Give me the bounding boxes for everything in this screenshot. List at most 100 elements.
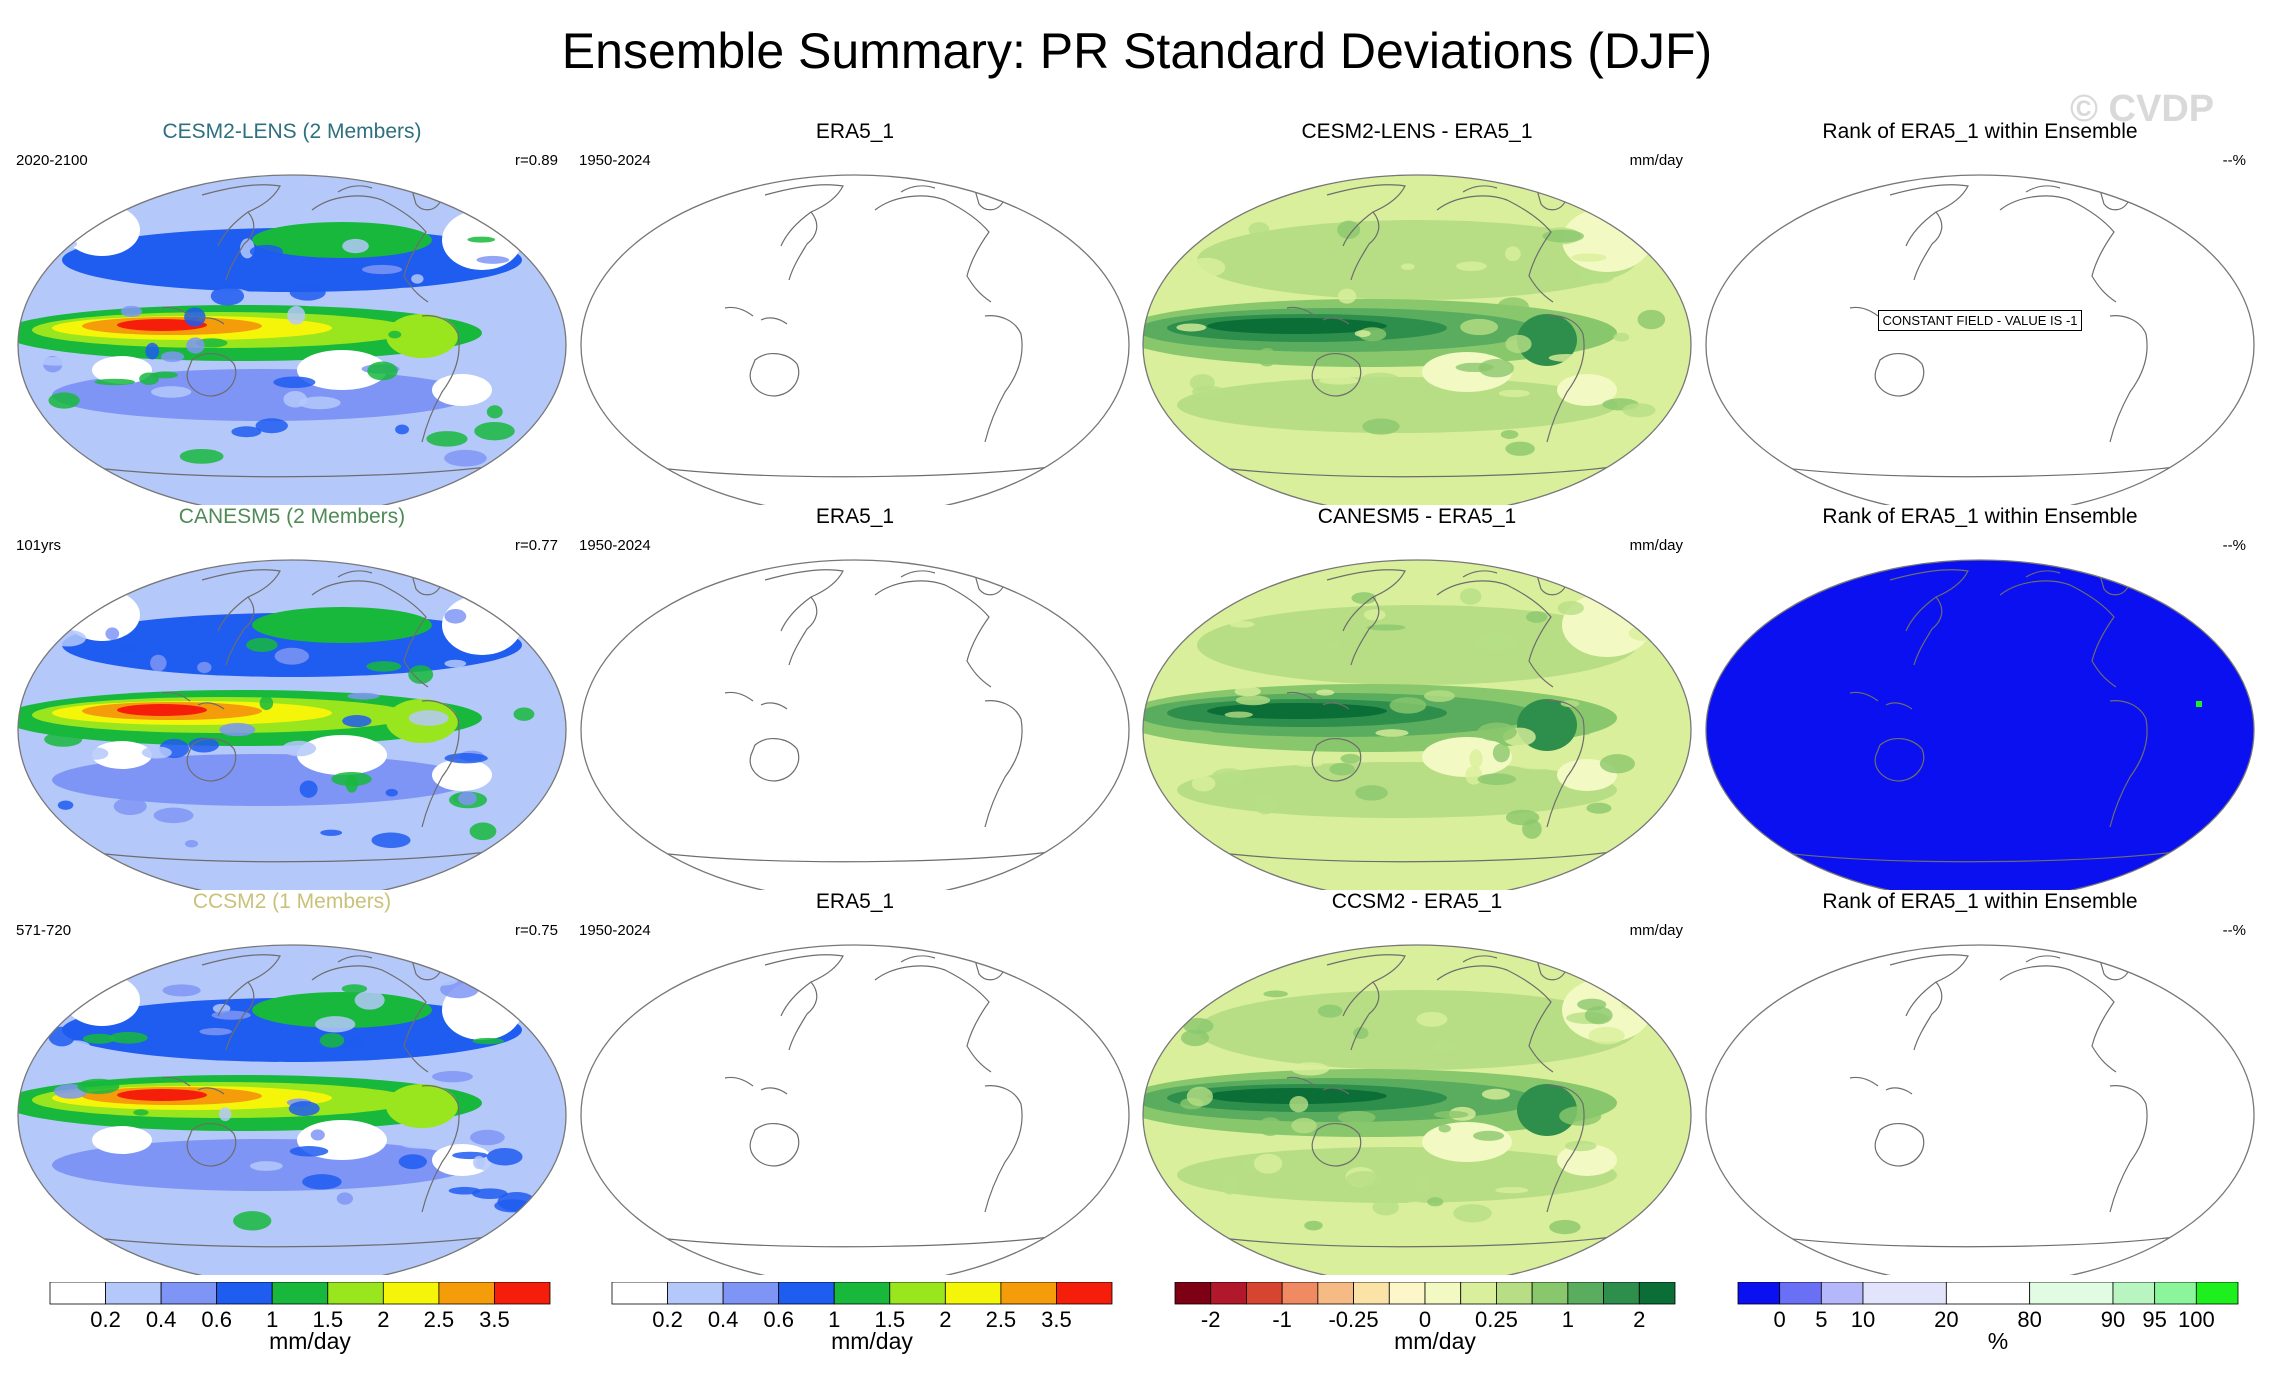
colorbar-tick-label: 1 bbox=[266, 1307, 278, 1332]
panel-diff-1: CESM2-LENS - ERA5_1 mm/day bbox=[1137, 120, 1697, 505]
panel-title: ERA5_1 bbox=[815, 505, 895, 528]
panel-title: CCSM2 - ERA5_1 bbox=[1331, 890, 1503, 913]
world-map-model-3 bbox=[17, 944, 567, 1275]
colorbar-tick-label: 0.4 bbox=[146, 1307, 177, 1332]
panel-title: Rank of ERA5_1 within Ensemble bbox=[1822, 505, 2138, 528]
world-map-model-1 bbox=[17, 174, 567, 505]
colorbar-swatch bbox=[611, 1282, 668, 1305]
colorbar-swatch bbox=[216, 1282, 273, 1305]
colorbar-tick-label: 1 bbox=[1562, 1307, 1574, 1332]
colorbar-svg: 0.2 0.4 0.6 1 1.5 2 2.5 3.5 bbox=[611, 1282, 1113, 1332]
colorbar-swatch bbox=[778, 1282, 835, 1305]
panel-obs-3: ERA5_1 1950-2024 bbox=[575, 890, 1135, 1275]
colorbar-tick-label: 2 bbox=[377, 1307, 389, 1332]
colorbar-tick-label: 0.6 bbox=[763, 1307, 794, 1332]
colorbar-swatch bbox=[1603, 1282, 1640, 1305]
colorbar-swatch bbox=[667, 1282, 724, 1305]
panel-title: Rank of ERA5_1 within Ensemble bbox=[1822, 120, 2138, 143]
panel-stat: --% bbox=[2222, 152, 2246, 169]
colorbar-tick-label: 1 bbox=[828, 1307, 840, 1332]
world-map-obs-1 bbox=[580, 174, 1130, 505]
colorbar-unit: mm/day bbox=[1394, 1328, 1476, 1354]
world-map-rank-2 bbox=[1705, 559, 2255, 890]
panel-stat: r=0.75 bbox=[515, 922, 558, 939]
colorbar-tick-label: 90 bbox=[2101, 1307, 2125, 1332]
colorbar-precip-obs: 0.2 0.4 0.6 1 1.5 2 2.5 3.5 mm/day bbox=[607, 1282, 1137, 1392]
colorbar-tick-label: 100 bbox=[2178, 1307, 2215, 1332]
colorbar-tick-label: 1.5 bbox=[874, 1307, 905, 1332]
page-title: Ensemble Summary: PR Standard Deviations… bbox=[561, 23, 1713, 79]
colorbar-swatch bbox=[1281, 1282, 1319, 1305]
colorbar-tick-label: 3.5 bbox=[479, 1307, 510, 1332]
world-map-model-2 bbox=[17, 559, 567, 890]
watermark-text: © CVDP bbox=[2070, 88, 2215, 130]
panel-title: CANESM5 - ERA5_1 bbox=[1317, 505, 1517, 528]
colorbar-tick-label: 1.5 bbox=[312, 1307, 343, 1332]
colorbar-tick-label: 0 bbox=[1419, 1307, 1431, 1332]
colorbar-swatch bbox=[1174, 1282, 1212, 1305]
colorbar-swatch bbox=[1496, 1282, 1533, 1305]
colorbar-swatch bbox=[1638, 1282, 1676, 1305]
colorbar-swatch bbox=[1820, 1282, 1864, 1305]
panel-title: CANESM5 (2 Members) bbox=[178, 505, 406, 528]
colorbar-swatch bbox=[2029, 1282, 2114, 1305]
colorbar-tick-label: 0.2 bbox=[90, 1307, 121, 1332]
colorbar-swatch bbox=[1388, 1282, 1426, 1305]
world-map-rank-3 bbox=[1705, 944, 2255, 1275]
colorbar-tick-label: 5 bbox=[1815, 1307, 1827, 1332]
panel-title: ERA5_1 bbox=[815, 120, 895, 143]
colorbar-tick-label: 0 bbox=[1774, 1307, 1786, 1332]
colorbar-swatch bbox=[1737, 1282, 1781, 1305]
colorbar-swatch bbox=[105, 1282, 162, 1305]
colorbar-tick-label: 2.5 bbox=[986, 1307, 1017, 1332]
panel-stat: mm/day bbox=[1629, 922, 1683, 939]
world-map-diff-2 bbox=[1142, 559, 1692, 890]
colorbar-swatch bbox=[2112, 1282, 2156, 1305]
colorbar-swatch bbox=[833, 1282, 891, 1305]
colorbar-svg: -2 -1 -0.25 0 0.25 1 2 bbox=[1174, 1282, 1676, 1332]
panel-obs-2: ERA5_1 1950-2024 bbox=[575, 505, 1135, 890]
colorbar-unit: % bbox=[1987, 1328, 2009, 1354]
panel-title: ERA5_1 bbox=[815, 890, 895, 913]
panel-stat: --% bbox=[2222, 922, 2246, 939]
colorbar-tick-label: 20 bbox=[1934, 1307, 1958, 1332]
colorbar-swatch bbox=[327, 1282, 384, 1305]
panel-period: 101yrs bbox=[16, 537, 62, 554]
colorbar-rank: 0 5 10 20 80 90 95 100 % bbox=[1733, 1282, 2263, 1392]
panel-stat: mm/day bbox=[1629, 152, 1683, 169]
colorbar-swatch bbox=[1000, 1282, 1057, 1305]
colorbar-swatch bbox=[1567, 1282, 1604, 1305]
panel-stat: r=0.89 bbox=[515, 152, 558, 169]
colorbar-tick-label: 0.6 bbox=[201, 1307, 232, 1332]
panel-period: 2020-2100 bbox=[16, 152, 88, 169]
panel-diff-3: CCSM2 - ERA5_1 mm/day bbox=[1137, 890, 1697, 1275]
colorbar-swatch bbox=[494, 1282, 551, 1305]
panel-diff-2: CANESM5 - ERA5_1 mm/day bbox=[1137, 505, 1697, 890]
colorbar-unit: mm/day bbox=[831, 1328, 913, 1354]
colorbar-swatch bbox=[944, 1282, 1002, 1305]
colorbar-swatch bbox=[1460, 1282, 1497, 1305]
panel-period: 1950-2024 bbox=[579, 152, 651, 169]
colorbar-swatch bbox=[160, 1282, 218, 1305]
panel-title: CCSM2 (1 Members) bbox=[192, 890, 392, 913]
panel-stat: r=0.77 bbox=[515, 537, 558, 554]
colorbar-tick-label: 2 bbox=[1633, 1307, 1645, 1332]
colorbar-tick-label: -1 bbox=[1272, 1307, 1292, 1332]
colorbar-tick-label: 0.25 bbox=[1475, 1307, 1518, 1332]
world-map-diff-1 bbox=[1142, 174, 1692, 505]
colorbar-swatch bbox=[1862, 1282, 1947, 1305]
colorbar-swatch bbox=[2154, 1282, 2197, 1305]
colorbar-swatch bbox=[1531, 1282, 1569, 1305]
colorbar-swatch bbox=[271, 1282, 329, 1305]
colorbar-swatch bbox=[889, 1282, 946, 1305]
colorbar-tick-label: 10 bbox=[1851, 1307, 1875, 1332]
colorbar-swatch bbox=[382, 1282, 440, 1305]
panel-model-2: CANESM5 (2 Members) 101yrs r=0.77 bbox=[12, 505, 572, 890]
panel-period: 1950-2024 bbox=[579, 922, 651, 939]
colorbar-tick-label: 2 bbox=[939, 1307, 951, 1332]
panel-period: 1950-2024 bbox=[579, 537, 651, 554]
colorbar-swatch bbox=[1779, 1282, 1822, 1305]
colorbar-tick-label: -2 bbox=[1201, 1307, 1221, 1332]
colorbar-tick-label: 80 bbox=[2017, 1307, 2041, 1332]
panel-obs-1: ERA5_1 1950-2024 bbox=[575, 120, 1135, 505]
